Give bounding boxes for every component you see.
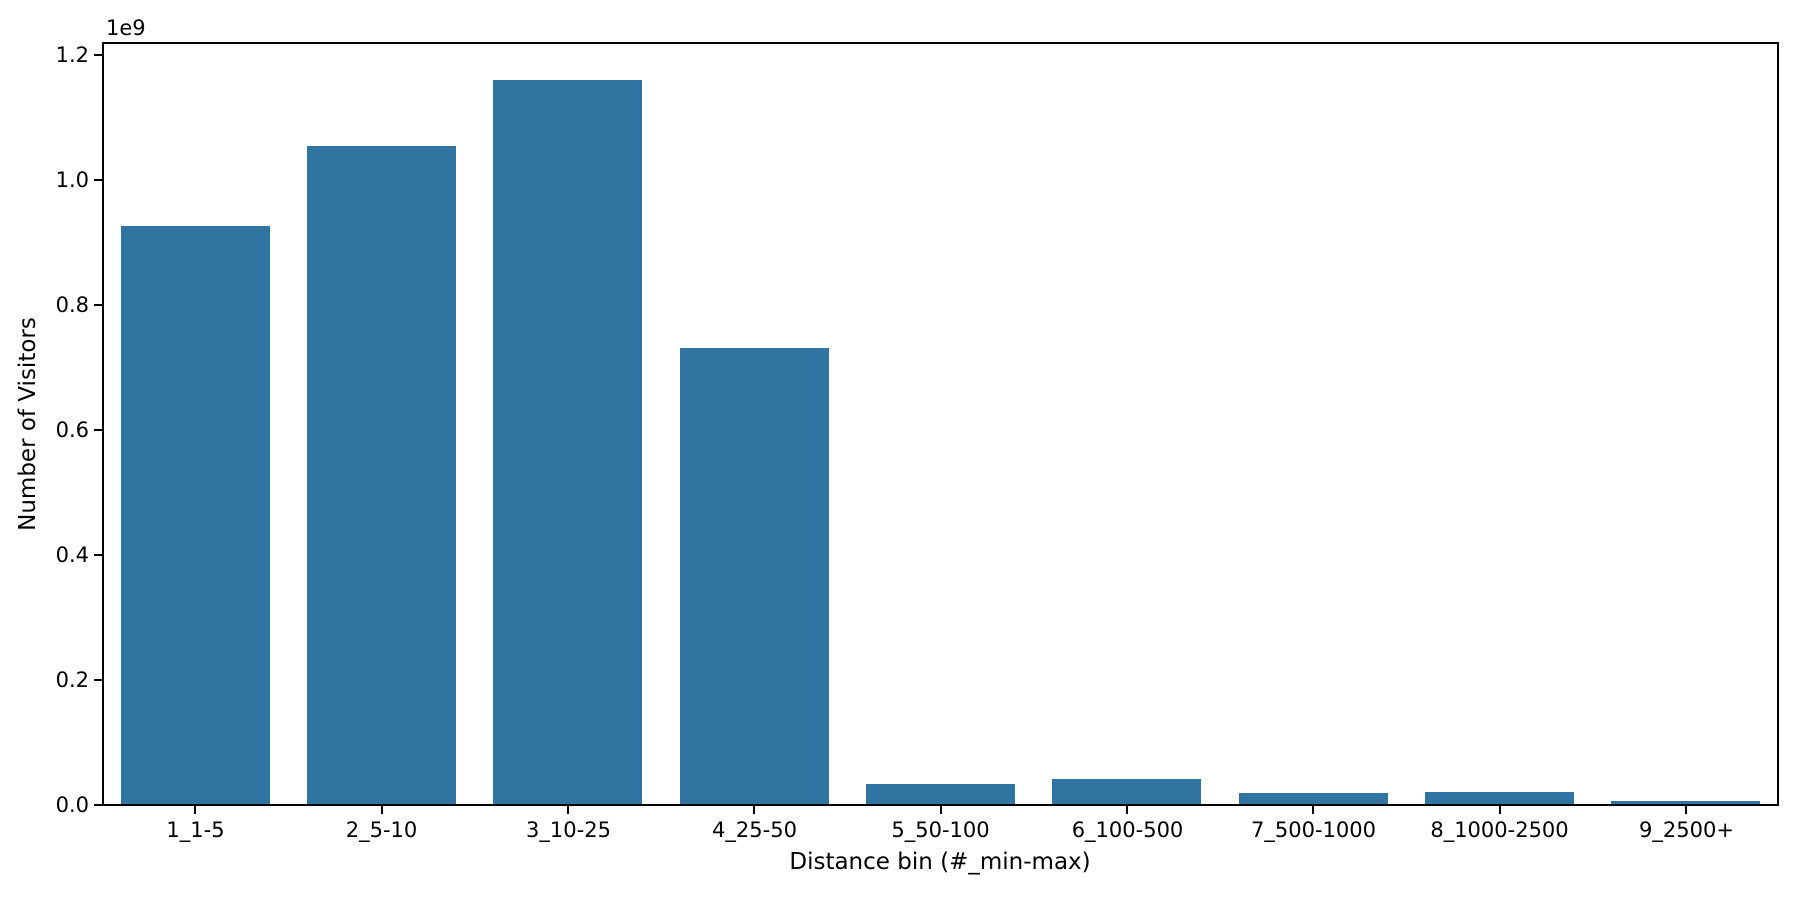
y-tick-label: 1.2 [55,43,89,67]
x-tick-mark [567,806,569,814]
y-tick-label: 0.2 [55,668,89,692]
x-tick-mark [381,806,383,814]
y-tick-mark [94,179,102,181]
bar [1425,792,1574,804]
bar [1239,793,1388,804]
x-tick-label: 5_50-100 [891,818,990,842]
y-axis-offset-text: 1e9 [106,16,146,40]
bar [866,784,1015,804]
x-tick-mark [1499,806,1501,814]
x-tick-label: 1_1-5 [166,818,225,842]
x-tick-mark [1126,806,1128,814]
y-tick-label: 1.0 [55,168,89,192]
bar [1052,779,1201,804]
x-tick-label: 6_100-500 [1071,818,1184,842]
y-tick-mark [94,679,102,681]
x-tick-mark [940,806,942,814]
bar [1611,801,1760,804]
x-tick-label: 2_5-10 [345,818,418,842]
x-axis-label: Distance bin (#_min-max) [789,849,1091,875]
y-tick-label: 0.6 [55,418,89,442]
x-tick-mark [1312,806,1314,814]
y-tick-label: 0.0 [55,793,89,817]
x-tick-label: 3_10-25 [526,818,611,842]
x-tick-label: 9_2500+ [1639,818,1734,842]
y-tick-mark [94,804,102,806]
bar [307,146,456,804]
y-tick-mark [94,554,102,556]
y-tick-mark [94,54,102,56]
y-tick-label: 0.4 [55,543,89,567]
y-axis-label: Number of Visitors [15,317,41,531]
x-tick-label: 4_25-50 [712,818,797,842]
x-tick-label: 7_500-1000 [1251,818,1376,842]
bar [493,80,642,804]
x-tick-mark [194,806,196,814]
y-tick-label: 0.8 [55,293,89,317]
bar [121,226,270,804]
y-tick-mark [94,304,102,306]
x-tick-mark [1685,806,1687,814]
y-tick-mark [94,429,102,431]
x-tick-label: 8_1000-2500 [1430,818,1569,842]
bar [680,348,829,804]
x-tick-mark [753,806,755,814]
